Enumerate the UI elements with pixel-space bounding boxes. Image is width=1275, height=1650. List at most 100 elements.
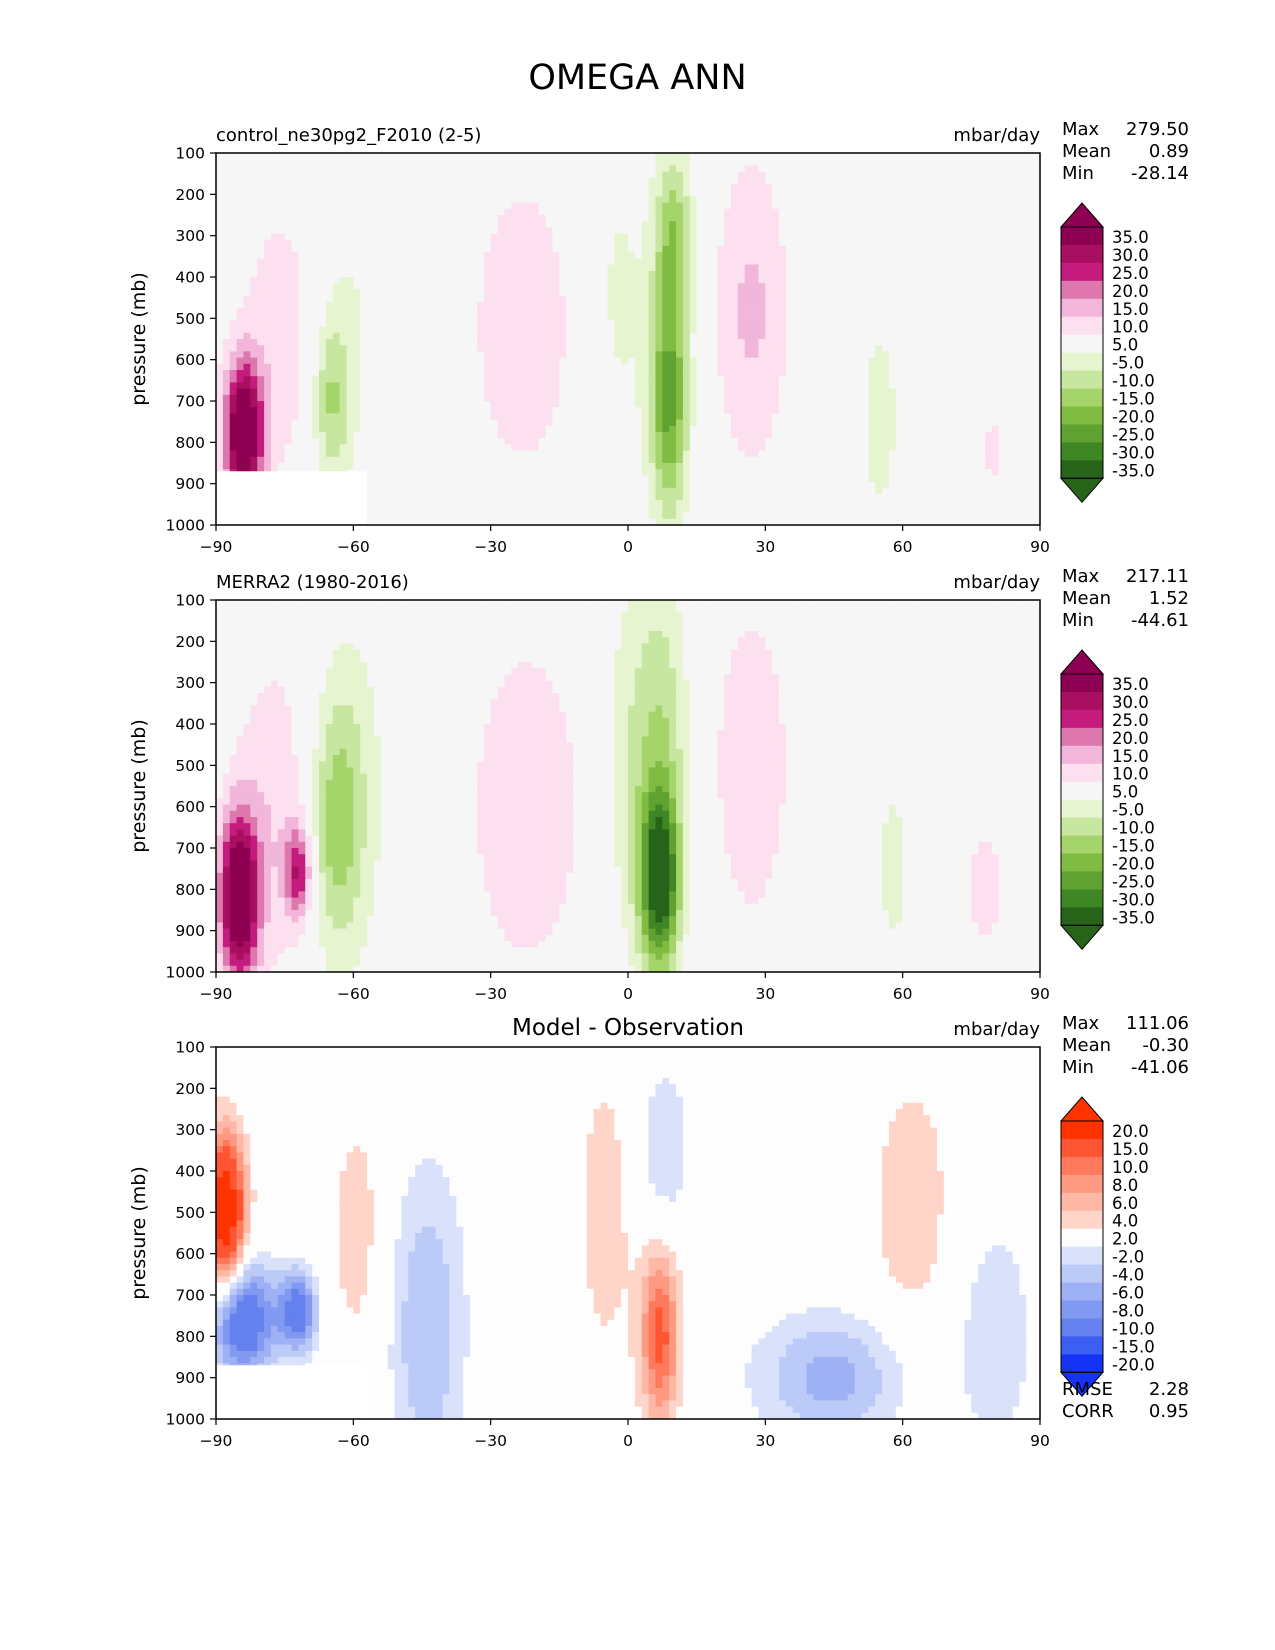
contour-cell <box>985 308 993 315</box>
contour-cell <box>600 258 608 266</box>
contour-cell <box>1033 252 1040 259</box>
contour-cell <box>875 314 883 321</box>
contour-cell <box>758 165 766 173</box>
contour-cell <box>408 221 416 228</box>
contour-cell <box>868 394 876 402</box>
contour-cell <box>628 382 636 390</box>
contour-cell <box>985 165 993 173</box>
contour-cell <box>930 246 938 253</box>
contour-cell <box>600 252 608 259</box>
contour-cell <box>559 376 567 383</box>
contour-cell <box>593 264 602 272</box>
contour-cell <box>435 401 444 408</box>
contour-cell <box>360 283 368 290</box>
contour-cell <box>806 202 814 210</box>
contour-cell <box>785 401 794 408</box>
contour-cell <box>284 277 293 284</box>
contour-cell <box>566 277 574 284</box>
contour-cell <box>250 320 258 328</box>
contour-cell <box>566 165 574 173</box>
contour-cell <box>250 252 258 259</box>
contour-cell <box>284 289 293 297</box>
contour-cell <box>847 258 856 266</box>
contour-cell <box>765 295 773 303</box>
contour-cell <box>840 345 849 352</box>
contour-cell <box>1026 239 1034 247</box>
contour-cell <box>971 270 979 278</box>
contour-cell <box>868 233 876 241</box>
contour-cell <box>923 301 931 309</box>
contour-cell <box>442 345 451 352</box>
contour-cell <box>669 283 677 290</box>
contour-cell <box>806 264 814 272</box>
contour-cell <box>545 301 554 309</box>
contour-cell <box>422 407 430 414</box>
contour-cell <box>456 289 464 297</box>
contour-cell <box>923 153 931 160</box>
contour-cell <box>428 159 437 166</box>
contour-cell <box>785 277 794 284</box>
contour-cell <box>277 376 286 383</box>
contour-cell <box>236 246 245 253</box>
contour-cell <box>854 202 863 210</box>
contour-cell <box>229 289 238 297</box>
contour-cell <box>470 153 478 160</box>
contour-cell <box>401 277 409 284</box>
contour-cell <box>545 382 554 390</box>
contour-cell <box>875 252 883 259</box>
contour-cell <box>792 401 801 408</box>
contour-cell <box>882 208 890 216</box>
contour-cell <box>600 376 608 383</box>
contour-cell <box>470 239 478 247</box>
contour-cell <box>449 227 457 235</box>
contour-cell <box>353 314 361 321</box>
contour-cell <box>971 339 979 346</box>
contour-cell <box>250 227 258 235</box>
contour-cell <box>758 339 766 346</box>
contour-cell <box>236 159 245 166</box>
contour-cell <box>634 382 643 390</box>
contour-cell <box>264 394 272 402</box>
contour-cell <box>655 196 663 204</box>
contour-cell <box>593 301 602 309</box>
contour-cell <box>449 208 457 216</box>
contour-cell <box>799 252 808 259</box>
contour-cell <box>950 208 959 216</box>
contour-cell <box>943 394 952 402</box>
contour-cell <box>792 258 801 266</box>
contour-cell <box>621 277 629 284</box>
contour-cell <box>676 357 684 365</box>
contour-cell <box>236 401 245 408</box>
contour-cell <box>360 363 368 371</box>
contour-cell <box>799 320 808 328</box>
contour-cell <box>284 196 293 204</box>
contour-cell <box>243 208 251 216</box>
contour-cell <box>586 190 595 197</box>
contour-cell <box>353 326 361 334</box>
contour-cell <box>518 308 526 315</box>
contour-cell <box>834 301 842 309</box>
contour-cell <box>840 227 849 235</box>
contour-cell <box>937 308 945 315</box>
contour-cell <box>813 171 821 179</box>
contour-cell <box>888 283 897 290</box>
contour-cell <box>662 202 670 210</box>
contour-cell <box>250 314 258 321</box>
contour-cell <box>648 357 657 365</box>
contour-cell <box>373 264 382 272</box>
contour-cell <box>566 227 574 235</box>
contour-cell <box>463 277 471 284</box>
contour-cell <box>676 239 684 247</box>
contour-cell <box>710 339 718 346</box>
contour-cell <box>998 283 1007 290</box>
contour-cell <box>277 202 286 210</box>
contour-cell <box>634 376 643 383</box>
contour-cell <box>998 264 1007 272</box>
contour-cell <box>545 332 554 340</box>
contour-cell <box>312 196 320 204</box>
contour-cell <box>737 184 746 191</box>
contour-cell <box>250 196 258 204</box>
contour-cell <box>1019 190 1027 197</box>
contour-cell <box>566 407 574 414</box>
contour-cell <box>827 202 835 210</box>
